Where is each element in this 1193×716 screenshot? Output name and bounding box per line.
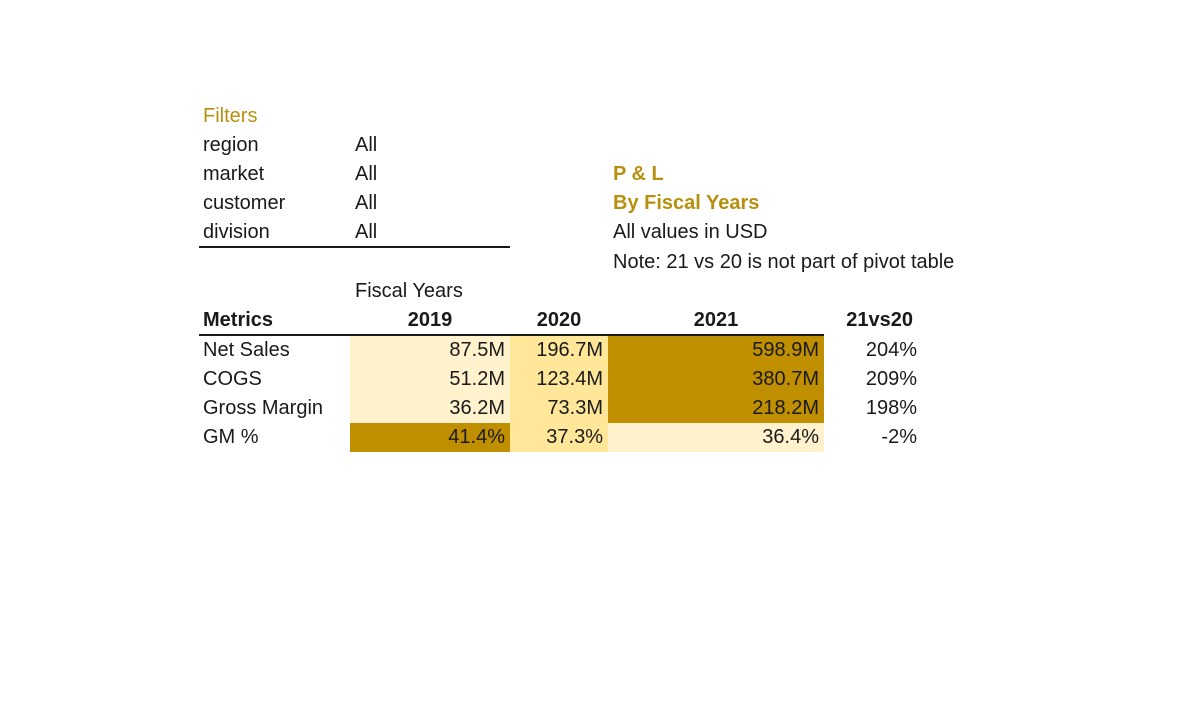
- report-title: P & L: [613, 163, 664, 185]
- units-note: All values in USD: [613, 221, 768, 243]
- row-label-gm-percent: GM %: [203, 426, 259, 448]
- year-header-2021[interactable]: 2021: [693, 309, 739, 331]
- filter-label-division: division: [203, 221, 270, 243]
- cell-gross-margin-2021[interactable]: 218.2M: [608, 394, 824, 423]
- diff-gross-margin: 198%: [865, 397, 917, 419]
- cell-gross-margin-2019[interactable]: 36.2M: [350, 394, 510, 423]
- cell-gm-percent-2019[interactable]: 41.4%: [350, 423, 510, 452]
- cell-cogs-2019[interactable]: 51.2M: [350, 365, 510, 394]
- table-header-divider: [199, 334, 824, 336]
- filter-label-market: market: [203, 163, 265, 185]
- filter-label-region: region: [203, 134, 259, 156]
- filter-value-division[interactable]: All: [355, 221, 378, 243]
- filter-value-market[interactable]: All: [355, 163, 378, 185]
- row-label-cogs: COGS: [203, 368, 262, 390]
- diff-gm-percent: -2%: [881, 426, 917, 448]
- diff-cogs: 209%: [865, 368, 917, 390]
- cell-net-sales-2019[interactable]: 87.5M: [350, 336, 510, 365]
- metrics-header: Metrics: [203, 309, 274, 331]
- row-label-net-sales: Net Sales: [203, 339, 290, 361]
- cell-cogs-2020[interactable]: 123.4M: [510, 365, 608, 394]
- filter-label-customer: customer: [203, 192, 286, 214]
- cell-gm-percent-2020[interactable]: 37.3%: [510, 423, 608, 452]
- year-header-2019[interactable]: 2019: [407, 309, 453, 331]
- report-subtitle: By Fiscal Years: [613, 192, 760, 214]
- filter-value-region[interactable]: All: [355, 134, 378, 156]
- fiscal-years-label: Fiscal Years: [355, 280, 463, 302]
- cell-cogs-2021[interactable]: 380.7M: [608, 365, 824, 394]
- filter-value-customer[interactable]: All: [355, 192, 378, 214]
- cell-gm-percent-2021[interactable]: 36.4%: [608, 423, 824, 452]
- row-label-gross-margin: Gross Margin: [203, 397, 324, 419]
- year-header-2020[interactable]: 2020: [536, 309, 582, 331]
- pivot-note: Note: 21 vs 20 is not part of pivot tabl…: [613, 251, 955, 273]
- filters-heading: Filters: [203, 105, 258, 127]
- cell-net-sales-2020[interactable]: 196.7M: [510, 336, 608, 365]
- cell-gross-margin-2020[interactable]: 73.3M: [510, 394, 608, 423]
- diff-header: 21vs20: [846, 309, 913, 331]
- cell-net-sales-2021[interactable]: 598.9M: [608, 336, 824, 365]
- diff-net-sales: 204%: [865, 339, 917, 361]
- filters-divider: [199, 246, 510, 248]
